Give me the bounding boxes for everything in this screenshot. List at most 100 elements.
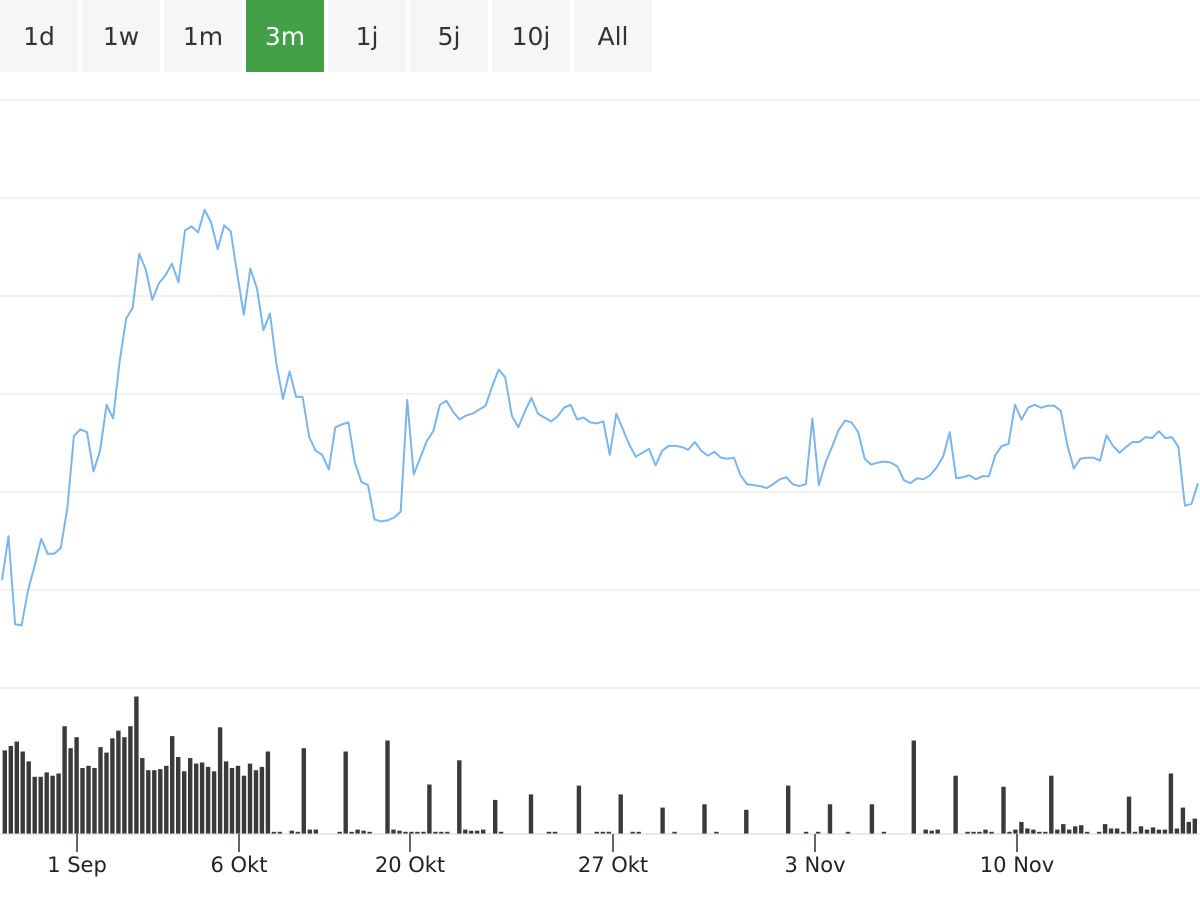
- volume-bar: [576, 785, 582, 834]
- volume-bar: [618, 794, 623, 834]
- volume-bar: [271, 831, 277, 834]
- volume-bar: [38, 776, 43, 834]
- range-button-1w[interactable]: 1w: [82, 0, 160, 72]
- volume-bar: [289, 830, 294, 834]
- x-tick-label: 1 Sep: [47, 853, 107, 877]
- volume-bar: [68, 748, 73, 834]
- volume-bar: [307, 829, 312, 834]
- volume-bar: [1144, 829, 1150, 834]
- range-button-3m[interactable]: 3m: [246, 0, 324, 72]
- volume-bar: [259, 766, 265, 834]
- x-tick-label: 10 Nov: [980, 853, 1054, 877]
- price-line: [1, 208, 1199, 627]
- range-button-all[interactable]: All: [574, 0, 652, 72]
- volume-bar: [223, 761, 229, 834]
- volume-bar: [235, 765, 241, 834]
- volume-bar: [929, 830, 934, 834]
- volume-bar: [188, 758, 193, 834]
- volume-bar: [1132, 831, 1138, 834]
- volume-bar: [265, 751, 271, 834]
- volume-bar: [1025, 828, 1030, 834]
- volume-bar: [217, 727, 223, 834]
- volume-bar: [1061, 824, 1066, 834]
- volume-bar: [211, 771, 217, 834]
- volume-bar: [815, 831, 821, 834]
- volume-bar: [433, 831, 438, 834]
- volume-bar: [469, 830, 474, 834]
- volume-bar: [1126, 796, 1132, 834]
- volume-bar: [170, 736, 175, 834]
- volume-bar: [600, 831, 605, 834]
- volume-bar: [253, 770, 259, 834]
- volume-bar: [409, 831, 414, 834]
- volume-bar: [32, 776, 37, 834]
- volume-bar: [98, 747, 103, 834]
- volume-bar: [1120, 831, 1126, 834]
- volume-bar: [199, 762, 205, 834]
- volume-bar: [1079, 825, 1084, 834]
- volume-bar: [1096, 831, 1102, 834]
- volume-bar: [1180, 807, 1186, 834]
- range-button-10j[interactable]: 10j: [492, 0, 570, 72]
- volume-bar: [463, 829, 468, 834]
- chart-gridlines: [0, 99, 1200, 689]
- volume-bar: [415, 831, 420, 834]
- volume-bar: [493, 799, 498, 834]
- volume-bar: [313, 829, 318, 834]
- volume-bar: [1013, 829, 1018, 834]
- volume-bar: [176, 757, 181, 834]
- volume-bar: [367, 831, 372, 834]
- volume-bar: [1031, 829, 1036, 834]
- volume-bar: [1174, 828, 1180, 834]
- volume-bar: [660, 807, 665, 834]
- volume-bar: [827, 804, 833, 834]
- volume-bar: [337, 831, 342, 834]
- volume-bar: [122, 737, 127, 834]
- x-tick-label: 6 Okt: [211, 853, 268, 877]
- volume-bar: [1085, 831, 1090, 834]
- volume-bar: [134, 696, 139, 834]
- volume-bar: [1043, 831, 1048, 834]
- volume-bar: [277, 831, 283, 834]
- volume-bar: [26, 761, 31, 834]
- range-button-1j[interactable]: 1j: [328, 0, 406, 72]
- volume-bar: [714, 831, 719, 834]
- range-button-1m[interactable]: 1m: [164, 0, 242, 72]
- volume-bar: [1168, 773, 1174, 834]
- volume-bar: [128, 726, 133, 834]
- volume-bar: [1138, 826, 1144, 834]
- volume-bar: [953, 775, 958, 834]
- volume-bar: [498, 831, 504, 834]
- x-tick-label: 3 Nov: [784, 853, 845, 877]
- volume-bar: [8, 746, 13, 834]
- volume-bar: [546, 831, 552, 834]
- volume-bar: [923, 829, 928, 834]
- range-button-1d[interactable]: 1d: [0, 0, 78, 72]
- volume-bar: [1019, 821, 1024, 834]
- volume-bar: [786, 785, 791, 834]
- volume-bar: [247, 763, 253, 834]
- volume-bar: [295, 831, 300, 834]
- volume-bar: [971, 831, 976, 834]
- volume-bar: [935, 829, 940, 834]
- volume-bar: [182, 771, 187, 834]
- volume-bar: [391, 829, 396, 834]
- volume-bar: [1150, 827, 1156, 834]
- volume-bar: [158, 769, 163, 834]
- volume-bar: [457, 760, 462, 834]
- volume-bar: [594, 831, 599, 834]
- volume-bar: [92, 768, 97, 834]
- volume-bar: [403, 831, 408, 834]
- volume-bar: [355, 829, 360, 834]
- volume-bar: [989, 831, 994, 834]
- range-button-5j[interactable]: 5j: [410, 0, 488, 72]
- volume-bar: [164, 765, 169, 834]
- volume-bar: [636, 831, 641, 834]
- volume-bar: [869, 804, 875, 834]
- volume-bar: [146, 770, 151, 834]
- volume-bar: [1102, 824, 1108, 834]
- volume-bar: [301, 748, 306, 834]
- volume-bar: [361, 830, 366, 834]
- volume-bar: [1049, 775, 1054, 834]
